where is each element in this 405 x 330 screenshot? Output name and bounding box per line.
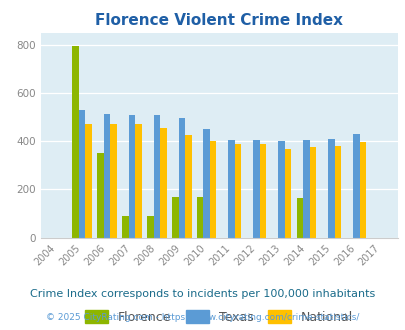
- Bar: [128, 115, 135, 238]
- Bar: [309, 147, 315, 238]
- Bar: [259, 145, 266, 238]
- Bar: [296, 198, 303, 238]
- Bar: [178, 118, 185, 238]
- Text: © 2025 CityRating.com - https://www.cityrating.com/crime-statistics/: © 2025 CityRating.com - https://www.city…: [46, 313, 359, 322]
- Bar: [135, 124, 141, 238]
- Bar: [209, 141, 216, 238]
- Bar: [160, 128, 166, 238]
- Legend: Florence, Texas, National: Florence, Texas, National: [80, 305, 357, 329]
- Bar: [79, 110, 85, 238]
- Bar: [122, 216, 128, 238]
- Bar: [253, 140, 259, 238]
- Bar: [278, 141, 284, 238]
- Text: Crime Index corresponds to incidents per 100,000 inhabitants: Crime Index corresponds to incidents per…: [30, 289, 375, 299]
- Bar: [234, 144, 241, 238]
- Bar: [97, 153, 103, 238]
- Bar: [185, 135, 191, 238]
- Bar: [110, 124, 116, 238]
- Bar: [328, 139, 334, 238]
- Bar: [228, 140, 234, 238]
- Bar: [85, 124, 92, 238]
- Bar: [203, 129, 209, 238]
- Bar: [303, 140, 309, 238]
- Bar: [284, 149, 291, 238]
- Bar: [359, 142, 365, 238]
- Bar: [352, 134, 359, 238]
- Bar: [72, 46, 79, 238]
- Title: Florence Violent Crime Index: Florence Violent Crime Index: [95, 13, 342, 28]
- Bar: [103, 114, 110, 238]
- Bar: [147, 216, 153, 238]
- Bar: [153, 115, 160, 238]
- Bar: [334, 146, 341, 238]
- Bar: [172, 197, 178, 238]
- Bar: [196, 197, 203, 238]
